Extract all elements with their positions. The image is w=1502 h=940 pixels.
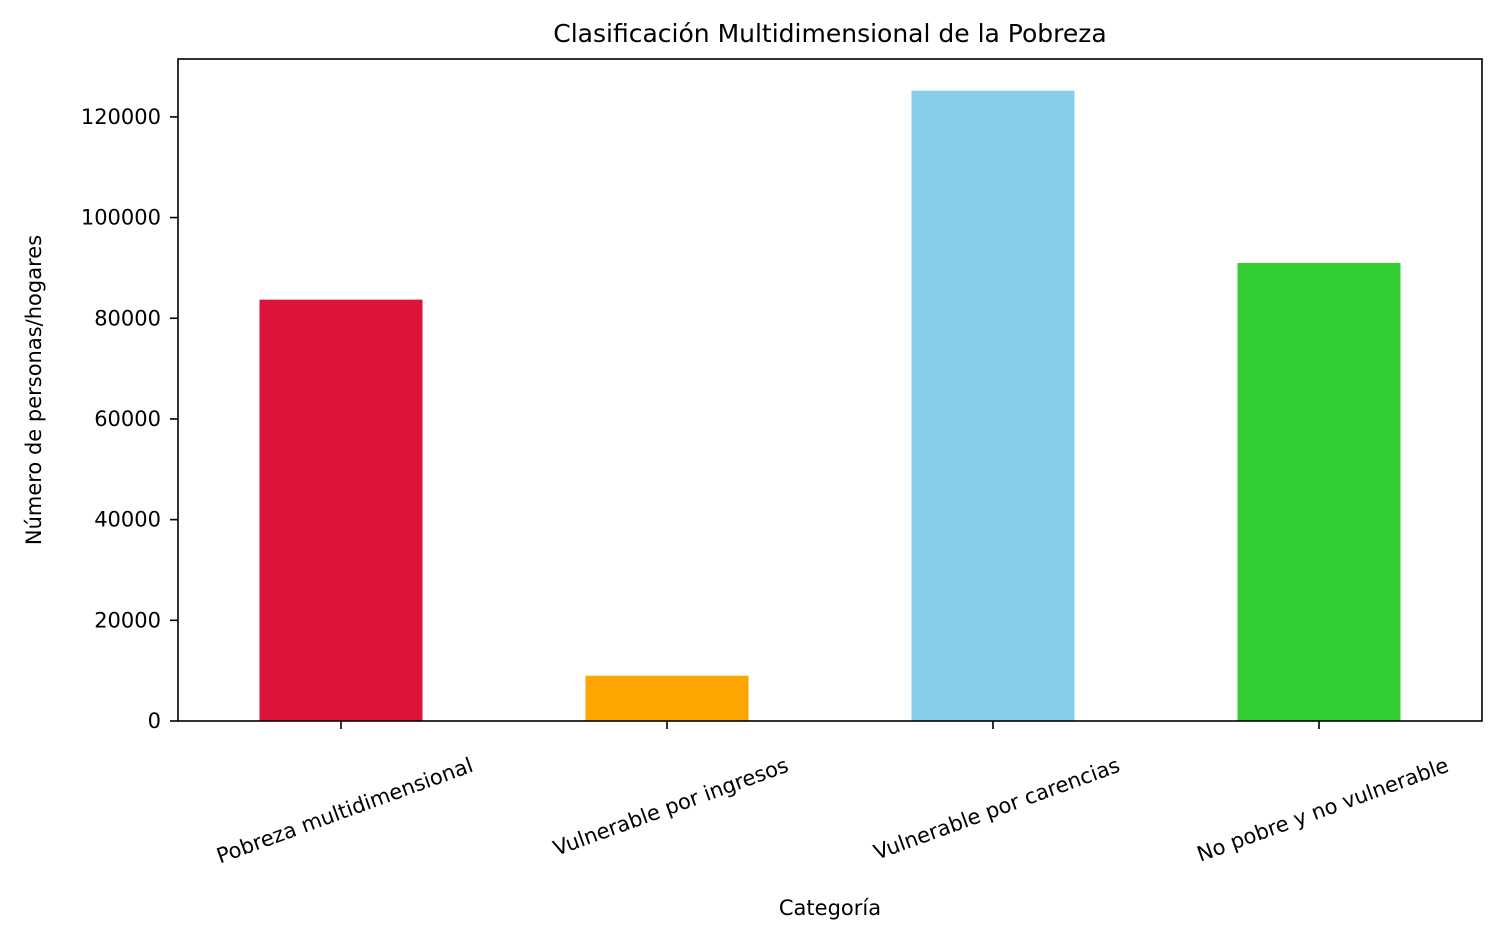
y-tick-label: 0	[148, 709, 161, 733]
bar-4	[1237, 262, 1401, 721]
bar-2	[585, 675, 749, 721]
bars-group	[259, 90, 1401, 722]
y-axis: 0 20000 40000 60000 80000 100000 120000	[81, 105, 178, 733]
bar-3	[911, 90, 1075, 722]
y-tick-label: 80000	[94, 306, 161, 330]
y-axis-title: Número de personas/hogares	[22, 235, 46, 545]
y-tick-label: 20000	[94, 608, 161, 632]
y-tick-label: 40000	[94, 508, 161, 532]
chart-title: Clasificación Multidimensional de la Pob…	[553, 19, 1106, 48]
bar-1	[259, 299, 423, 721]
y-tick-label: 100000	[81, 206, 161, 230]
y-tick-label: 60000	[94, 407, 161, 431]
y-tick-label: 120000	[81, 105, 161, 129]
x-axis-title: Categoría	[779, 896, 881, 920]
plot-frame	[177, 58, 1483, 722]
